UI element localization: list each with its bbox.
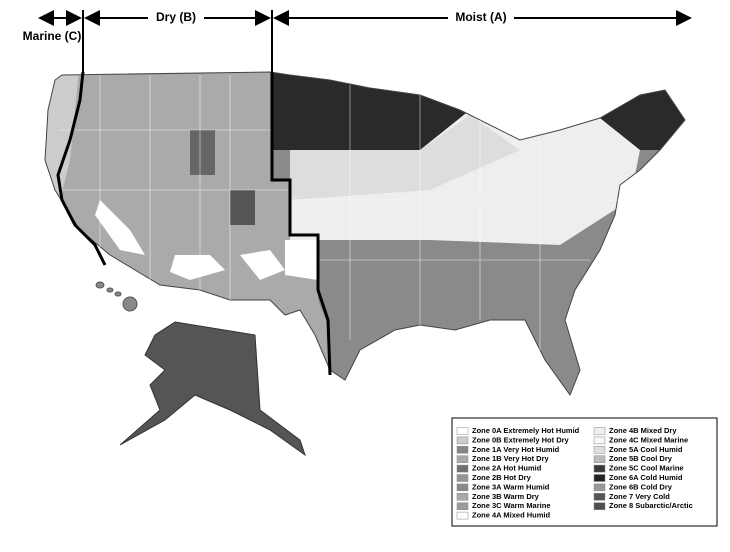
legend-label: Zone 7 Very Cold [609, 492, 670, 501]
contiguous-us [45, 72, 685, 395]
legend-swatch [456, 483, 469, 492]
legend-swatch [456, 502, 469, 510]
legend-swatch [456, 446, 469, 454]
legend-label: Zone 6B Cold Dry [609, 482, 673, 491]
legend-swatch [456, 436, 469, 445]
zone-arrows [38, 10, 692, 75]
legend-swatch [593, 455, 606, 463]
legend-label: Zone 5A Cool Humid [609, 445, 683, 454]
label-bg [148, 9, 204, 27]
legend-label: Zone 6A Cold Humid [609, 473, 683, 482]
legend-swatch [456, 511, 469, 520]
dry-label: Dry (B) [156, 10, 196, 24]
legend-swatch [593, 483, 606, 492]
legend-swatch [593, 474, 606, 482]
legend-label: Zone 4B Mixed Dry [609, 426, 677, 435]
legend-swatch [593, 427, 606, 435]
legend-swatch [593, 436, 606, 445]
legend-label: Zone 5B Cool Dry [609, 454, 673, 463]
legend-swatch [456, 464, 469, 473]
legend-label: Zone 1B Very Hot Dry [472, 454, 550, 463]
legend-label: Zone 4A Mixed Humid [472, 511, 550, 520]
legend-label: Zone 0A Extremely Hot Humid [472, 426, 580, 435]
legend-label: Zone 4C Mixed Marine [609, 435, 688, 444]
legend-swatch [593, 493, 606, 501]
legend-box [451, 417, 718, 527]
label-bg [448, 9, 514, 27]
legend-label: Zone 1A Very Hot Humid [472, 445, 560, 454]
legend-swatch [593, 446, 606, 454]
moist-label: Moist (A) [455, 10, 506, 24]
alaska [119, 321, 306, 457]
legend-swatch [456, 427, 469, 435]
hawaii [95, 281, 138, 312]
us-outline [44, 71, 686, 397]
legend-label: Zone 0B Extremely Hot Dry [472, 435, 570, 444]
legend-swatch [456, 474, 469, 482]
legend-label: Zone 3C Warm Marine [472, 501, 551, 510]
legend-label: Zone 2B Hot Dry [472, 473, 532, 482]
legend-label: Zone 3B Warm Dry [472, 492, 540, 501]
state-borders [60, 75, 620, 350]
marine-boundary [56, 71, 107, 266]
legend-swatch [456, 493, 469, 501]
marine-label: Marine (C) [23, 29, 82, 43]
legend-label: Zone 2A Hot Humid [472, 464, 542, 473]
legend-label: Zone 5C Cool Marine [609, 464, 684, 473]
dry-moist-boundary [270, 72, 332, 376]
legend-swatch [593, 464, 606, 473]
legend-label: Zone 3A Warm Humid [472, 482, 550, 491]
legend-swatch [593, 502, 606, 510]
legend-label: Zone 8 Subarctic/Arctic [609, 501, 693, 510]
legend-swatch [456, 455, 469, 463]
